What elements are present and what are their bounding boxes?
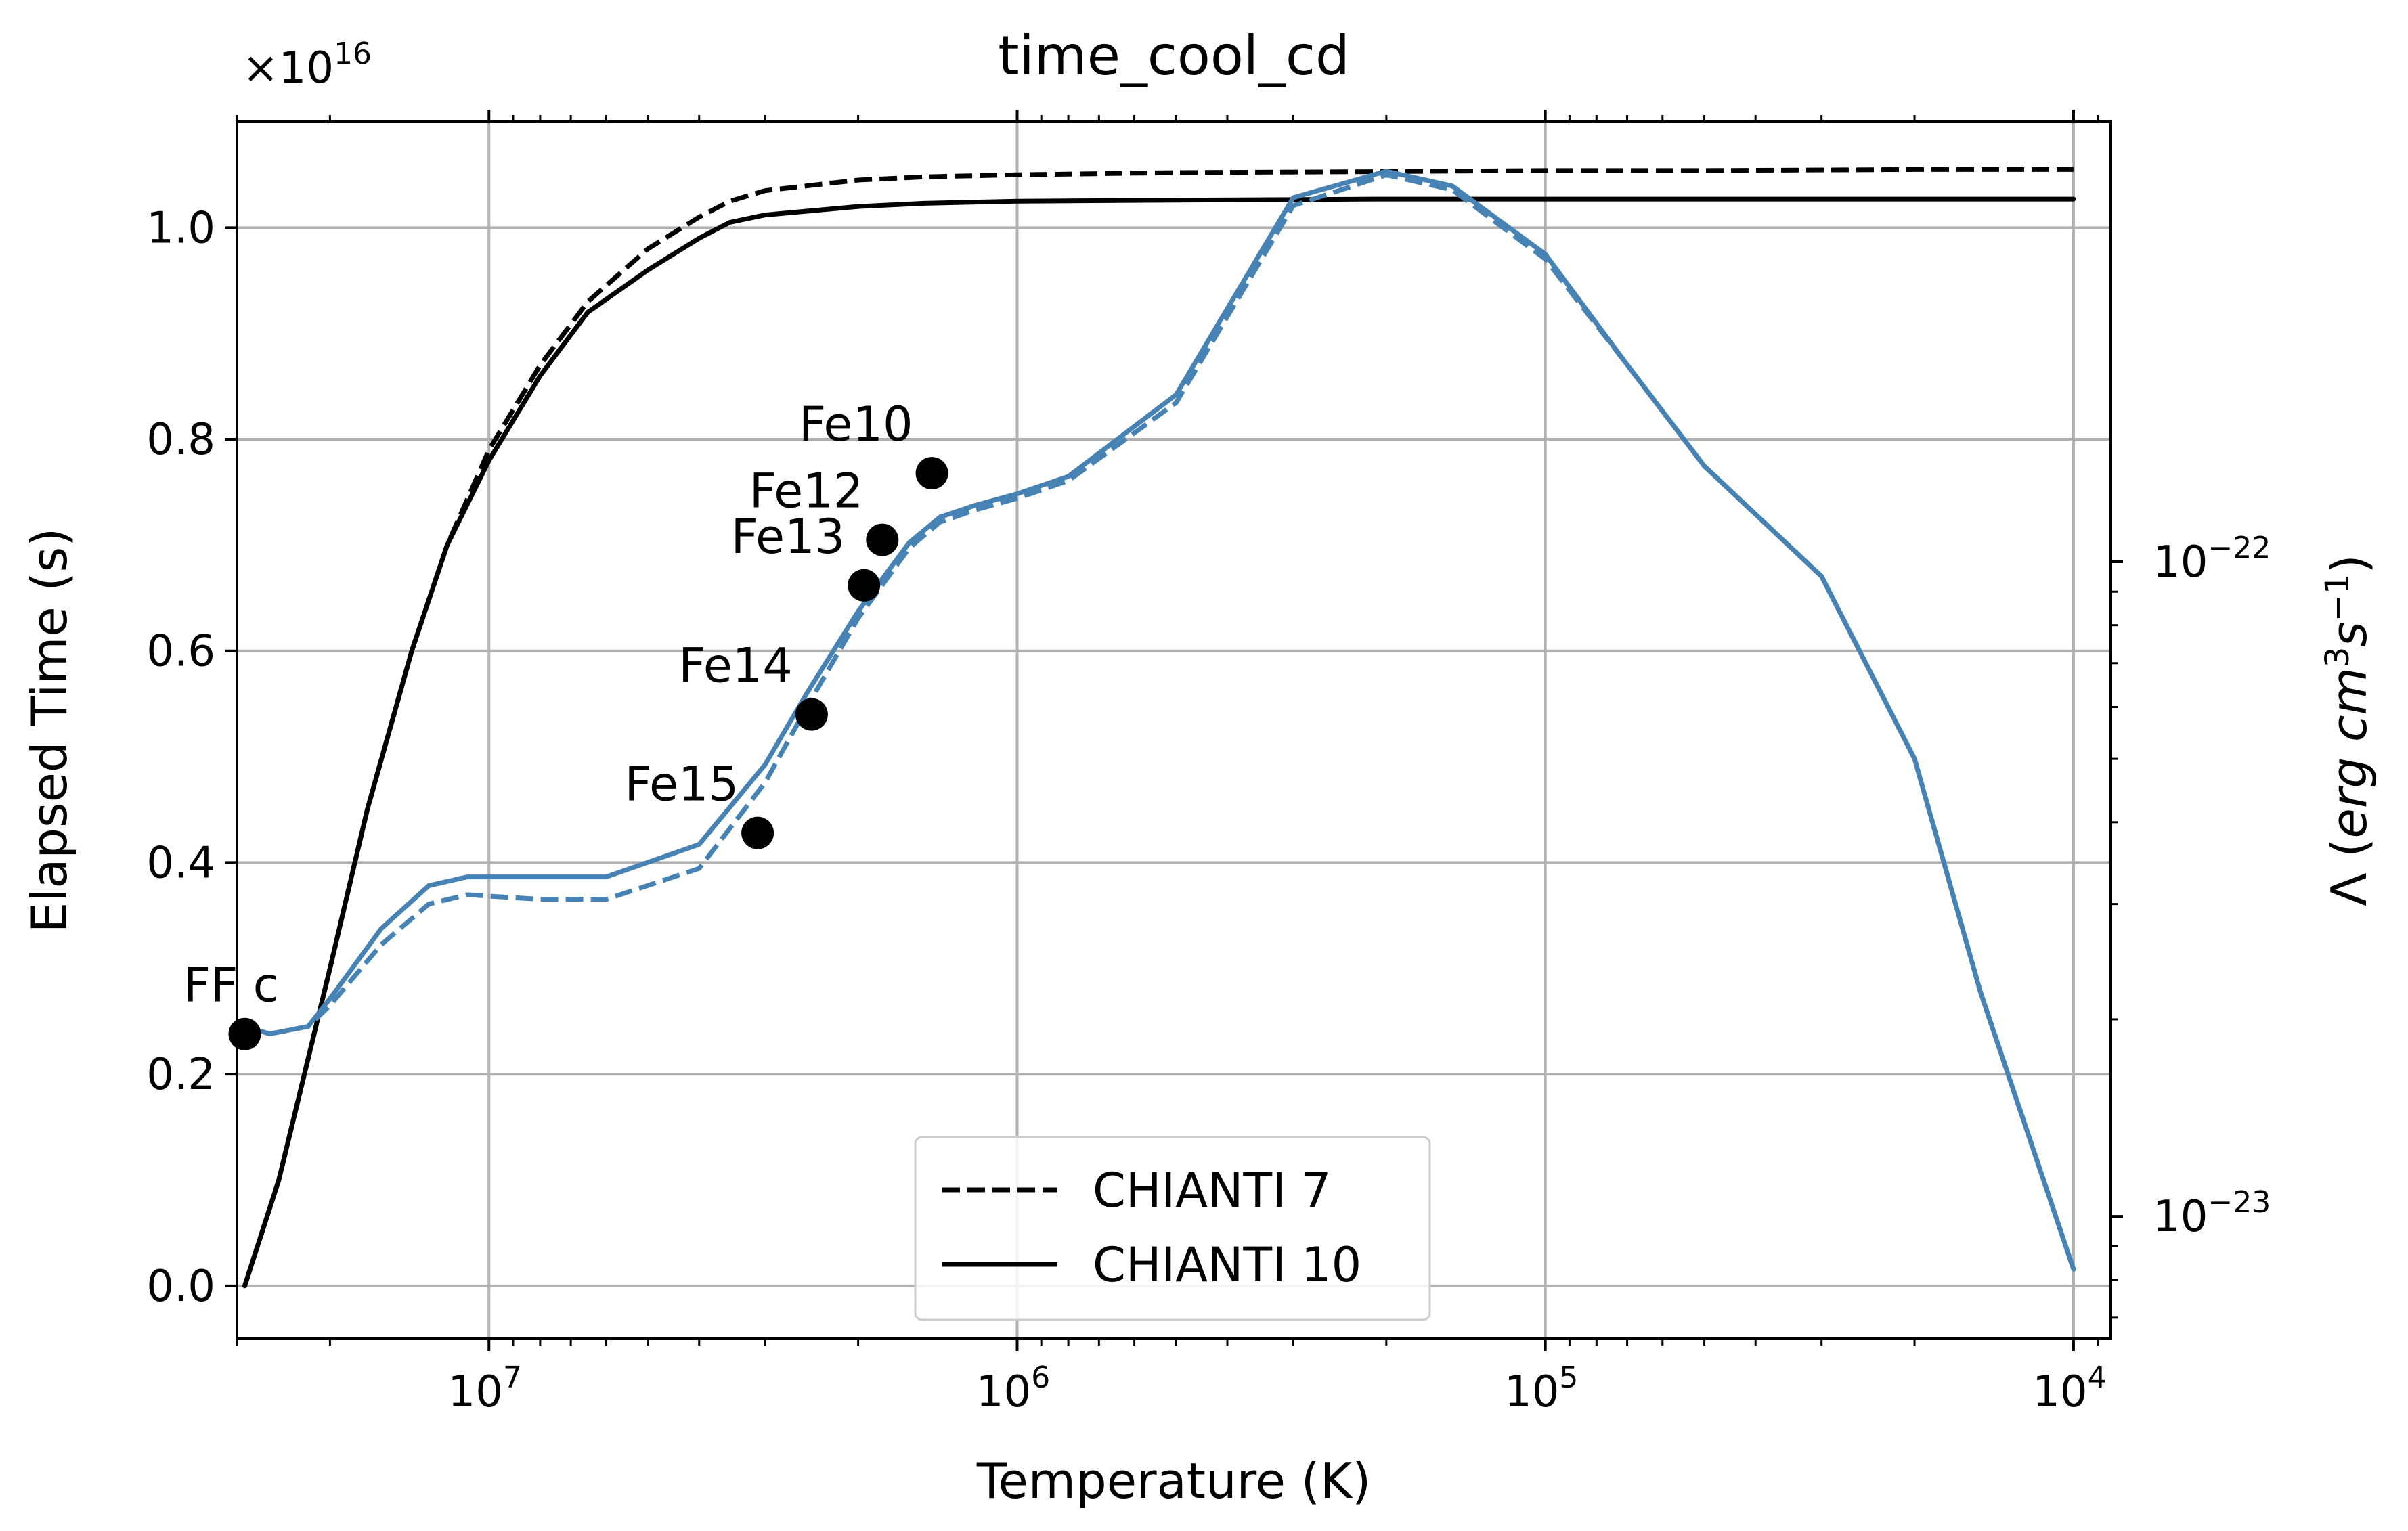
annotation-marker [228,1017,261,1050]
y-tick-label: 0.8 [146,415,215,465]
annotation-label: Fe10 [799,397,913,452]
axes: 107 106 105 104 0.0 0.2 0.4 0.6 0.8 1.0 10−22 10−23 [146,110,2271,1417]
series-line-0 [242,167,2074,1287]
chart-title: time_cool_cd [998,24,1350,87]
legend: CHIANTI 7 CHIANTI 10 [914,1136,1431,1321]
y-axis-label: Elapsed Time (s) [21,528,78,933]
y-tick-label: 0.2 [146,1050,215,1100]
series-group [242,167,2076,1289]
annotation-marker [848,569,881,602]
series-line-3 [242,169,2076,1272]
legend-label-chianti10: CHIANTI 10 [1093,1237,1361,1293]
x-tick-label: 107 [448,1360,522,1417]
y2-tick-label: 10−22 [2153,531,2271,587]
plot-frame [236,120,2112,1340]
x-axis-label: Temperature (K) [976,1452,1371,1509]
annotation-label: Fe15 [625,757,739,812]
x-tick-label: 106 [976,1360,1050,1417]
y-tick-label: 0.4 [146,838,215,888]
annotation-label: Fe13 [731,509,846,564]
y-tick-label: 1.0 [146,203,215,253]
annotation-marker [795,698,828,731]
annotation-marker [915,457,948,490]
annotation-marker [741,816,774,849]
x-tick-label: 105 [1504,1360,1578,1417]
y-tick-label: 0.0 [146,1262,215,1312]
y2-axis-label: Λ (erg cm3s−1) [2319,554,2378,906]
grid [237,122,2111,1339]
y-tick-label: 0.6 [146,627,215,677]
y2-tick-label: 10−23 [2153,1185,2271,1242]
annotation-label: FF c [183,958,279,1013]
legend-box [914,1136,1431,1321]
annotation-label: Fe12 [749,464,864,519]
legend-label-chianti7: CHIANTI 7 [1093,1163,1332,1218]
y-offset-text: ×1016 [242,37,372,93]
annotation-label: Fe14 [678,638,793,694]
x-tick-label: 104 [2032,1360,2106,1417]
annotation-marker [866,523,899,556]
